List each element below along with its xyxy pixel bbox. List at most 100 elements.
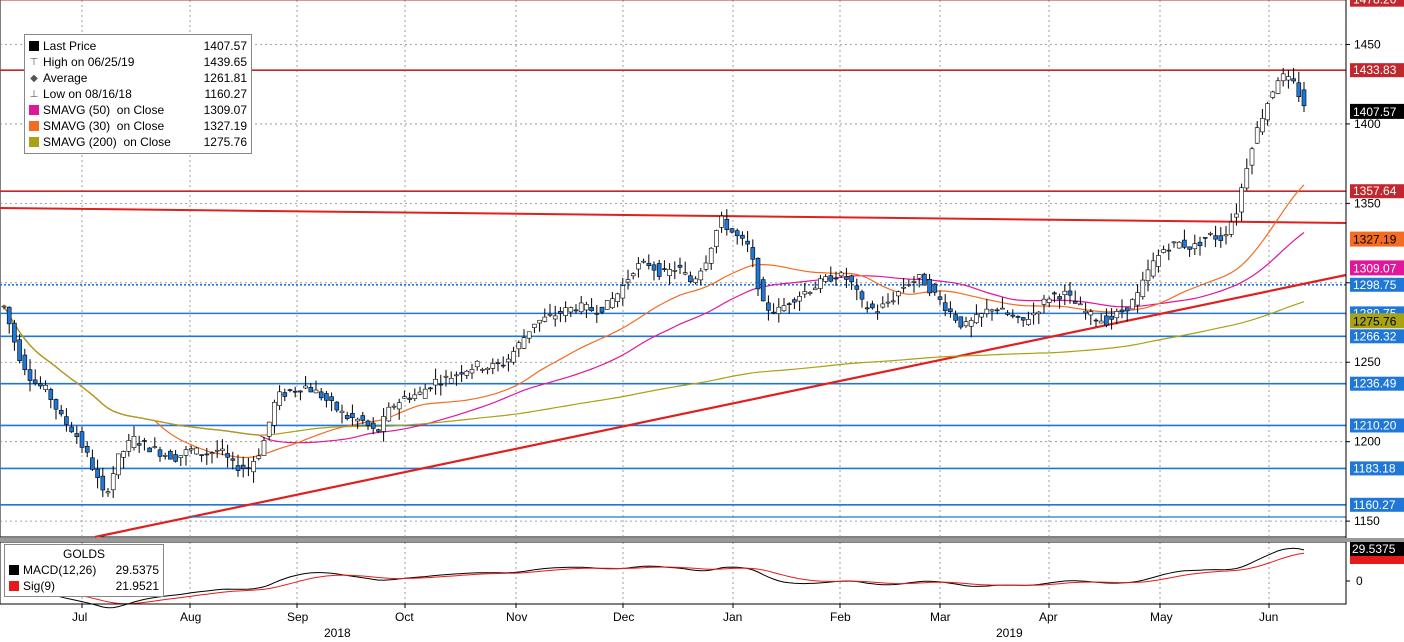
candle-body [183,449,189,456]
candle-body [1046,298,1052,303]
candle-body [277,391,282,406]
candle-body [454,374,459,377]
candle-body [885,301,891,304]
legend-value: 1327.19 [203,119,247,133]
signal-value: 21.9521 [115,579,159,593]
candle-body [500,364,506,367]
candle-body [1280,73,1286,82]
candle-body [188,448,194,451]
candle-body [1156,255,1161,267]
value-tag [1350,103,1404,119]
candle-body [58,410,64,415]
candle-body [350,412,355,419]
candle-body [688,275,693,283]
candle-body [204,453,210,456]
candle-body [90,457,95,470]
candle-body [313,389,319,394]
candle-body [324,393,329,401]
candle-body [168,450,173,460]
price-tick-label: 1200 [1354,435,1381,449]
horizontal-levels [0,0,1346,506]
candle-body [745,240,750,245]
candle-body [1124,307,1130,312]
candle-body [506,358,511,363]
moving-averages [3,184,1305,459]
level-tag-label: 1478.20 [1353,0,1397,7]
candle-body [152,446,158,448]
candle-body [766,302,771,311]
candle-body [381,416,386,432]
legend-name: SMAVG (30) on Close [43,119,165,133]
candle-body [703,262,709,270]
month-label: Mar [930,610,951,624]
candle-body [922,273,927,286]
candlesticks [1,67,1307,498]
candle-body [64,416,69,425]
candle-body [620,285,626,299]
candle-body [1026,319,1031,325]
candle-body [755,257,761,290]
candle-body [521,337,527,349]
candle-body [880,303,886,308]
month-label: May [1150,610,1173,624]
candle-body [823,276,828,282]
candle-body [802,291,808,295]
candle-body [1296,82,1302,98]
legend-swatch [29,41,39,51]
candle-body [292,390,298,393]
candle-body [256,455,262,459]
level-tag [1350,0,1404,7]
low-marker-icon: ⊥ [29,88,39,100]
candle-body [662,268,667,270]
candle-body [641,260,646,263]
level-tag [1350,63,1404,78]
candle-body [1301,89,1307,107]
month-label: Oct [395,610,414,624]
candle-body [932,283,938,293]
candle-body [646,262,652,266]
price-tags: 1478.201433.831357.641298.751280.751266.… [1350,0,1404,512]
legend-row: SMAVG (30) on Close 1327.19 [29,118,247,134]
candle-body [552,315,558,320]
candle-body [1228,221,1234,235]
candle-body [573,309,579,312]
candle-body [896,291,901,297]
candle-body [812,287,818,291]
rising-trendline [94,273,1347,539]
candle-body [110,473,116,491]
candle-body [407,397,412,400]
macd-panel: 0 29.5375 [0,538,1404,609]
candle-body [1291,78,1296,82]
candle-body [365,420,371,426]
month-label: Jun [1259,610,1278,624]
candle-body [246,467,251,469]
candle-body [318,391,324,399]
legend-value: 1275.76 [203,135,247,149]
candle-body [1150,260,1156,277]
candle-body [469,369,475,374]
month-label: Jul [72,610,87,624]
candle-body [261,440,267,456]
candle-body [677,264,683,268]
candle-body [287,389,293,391]
legend-name: High on 06/25/19 [43,55,135,69]
price-tick-label: 1350 [1354,196,1381,210]
candle-body [282,392,288,397]
candle-body [589,307,594,312]
price-axis: 1150120012501300135014001450 [1345,0,1381,604]
candle-body [308,387,314,393]
candle-body [578,302,584,313]
candle-body [1208,233,1213,235]
candle-body [1239,187,1244,213]
level-tag-label: 1298.75 [1353,278,1397,292]
candle-body [989,309,995,312]
candle-body [230,458,236,461]
candle-body [729,228,735,233]
candle-body [724,218,730,230]
candle-body [38,383,43,387]
candle-body [563,307,568,316]
candle-body [209,452,215,454]
candle-body [136,443,142,446]
candle-body [516,342,522,350]
